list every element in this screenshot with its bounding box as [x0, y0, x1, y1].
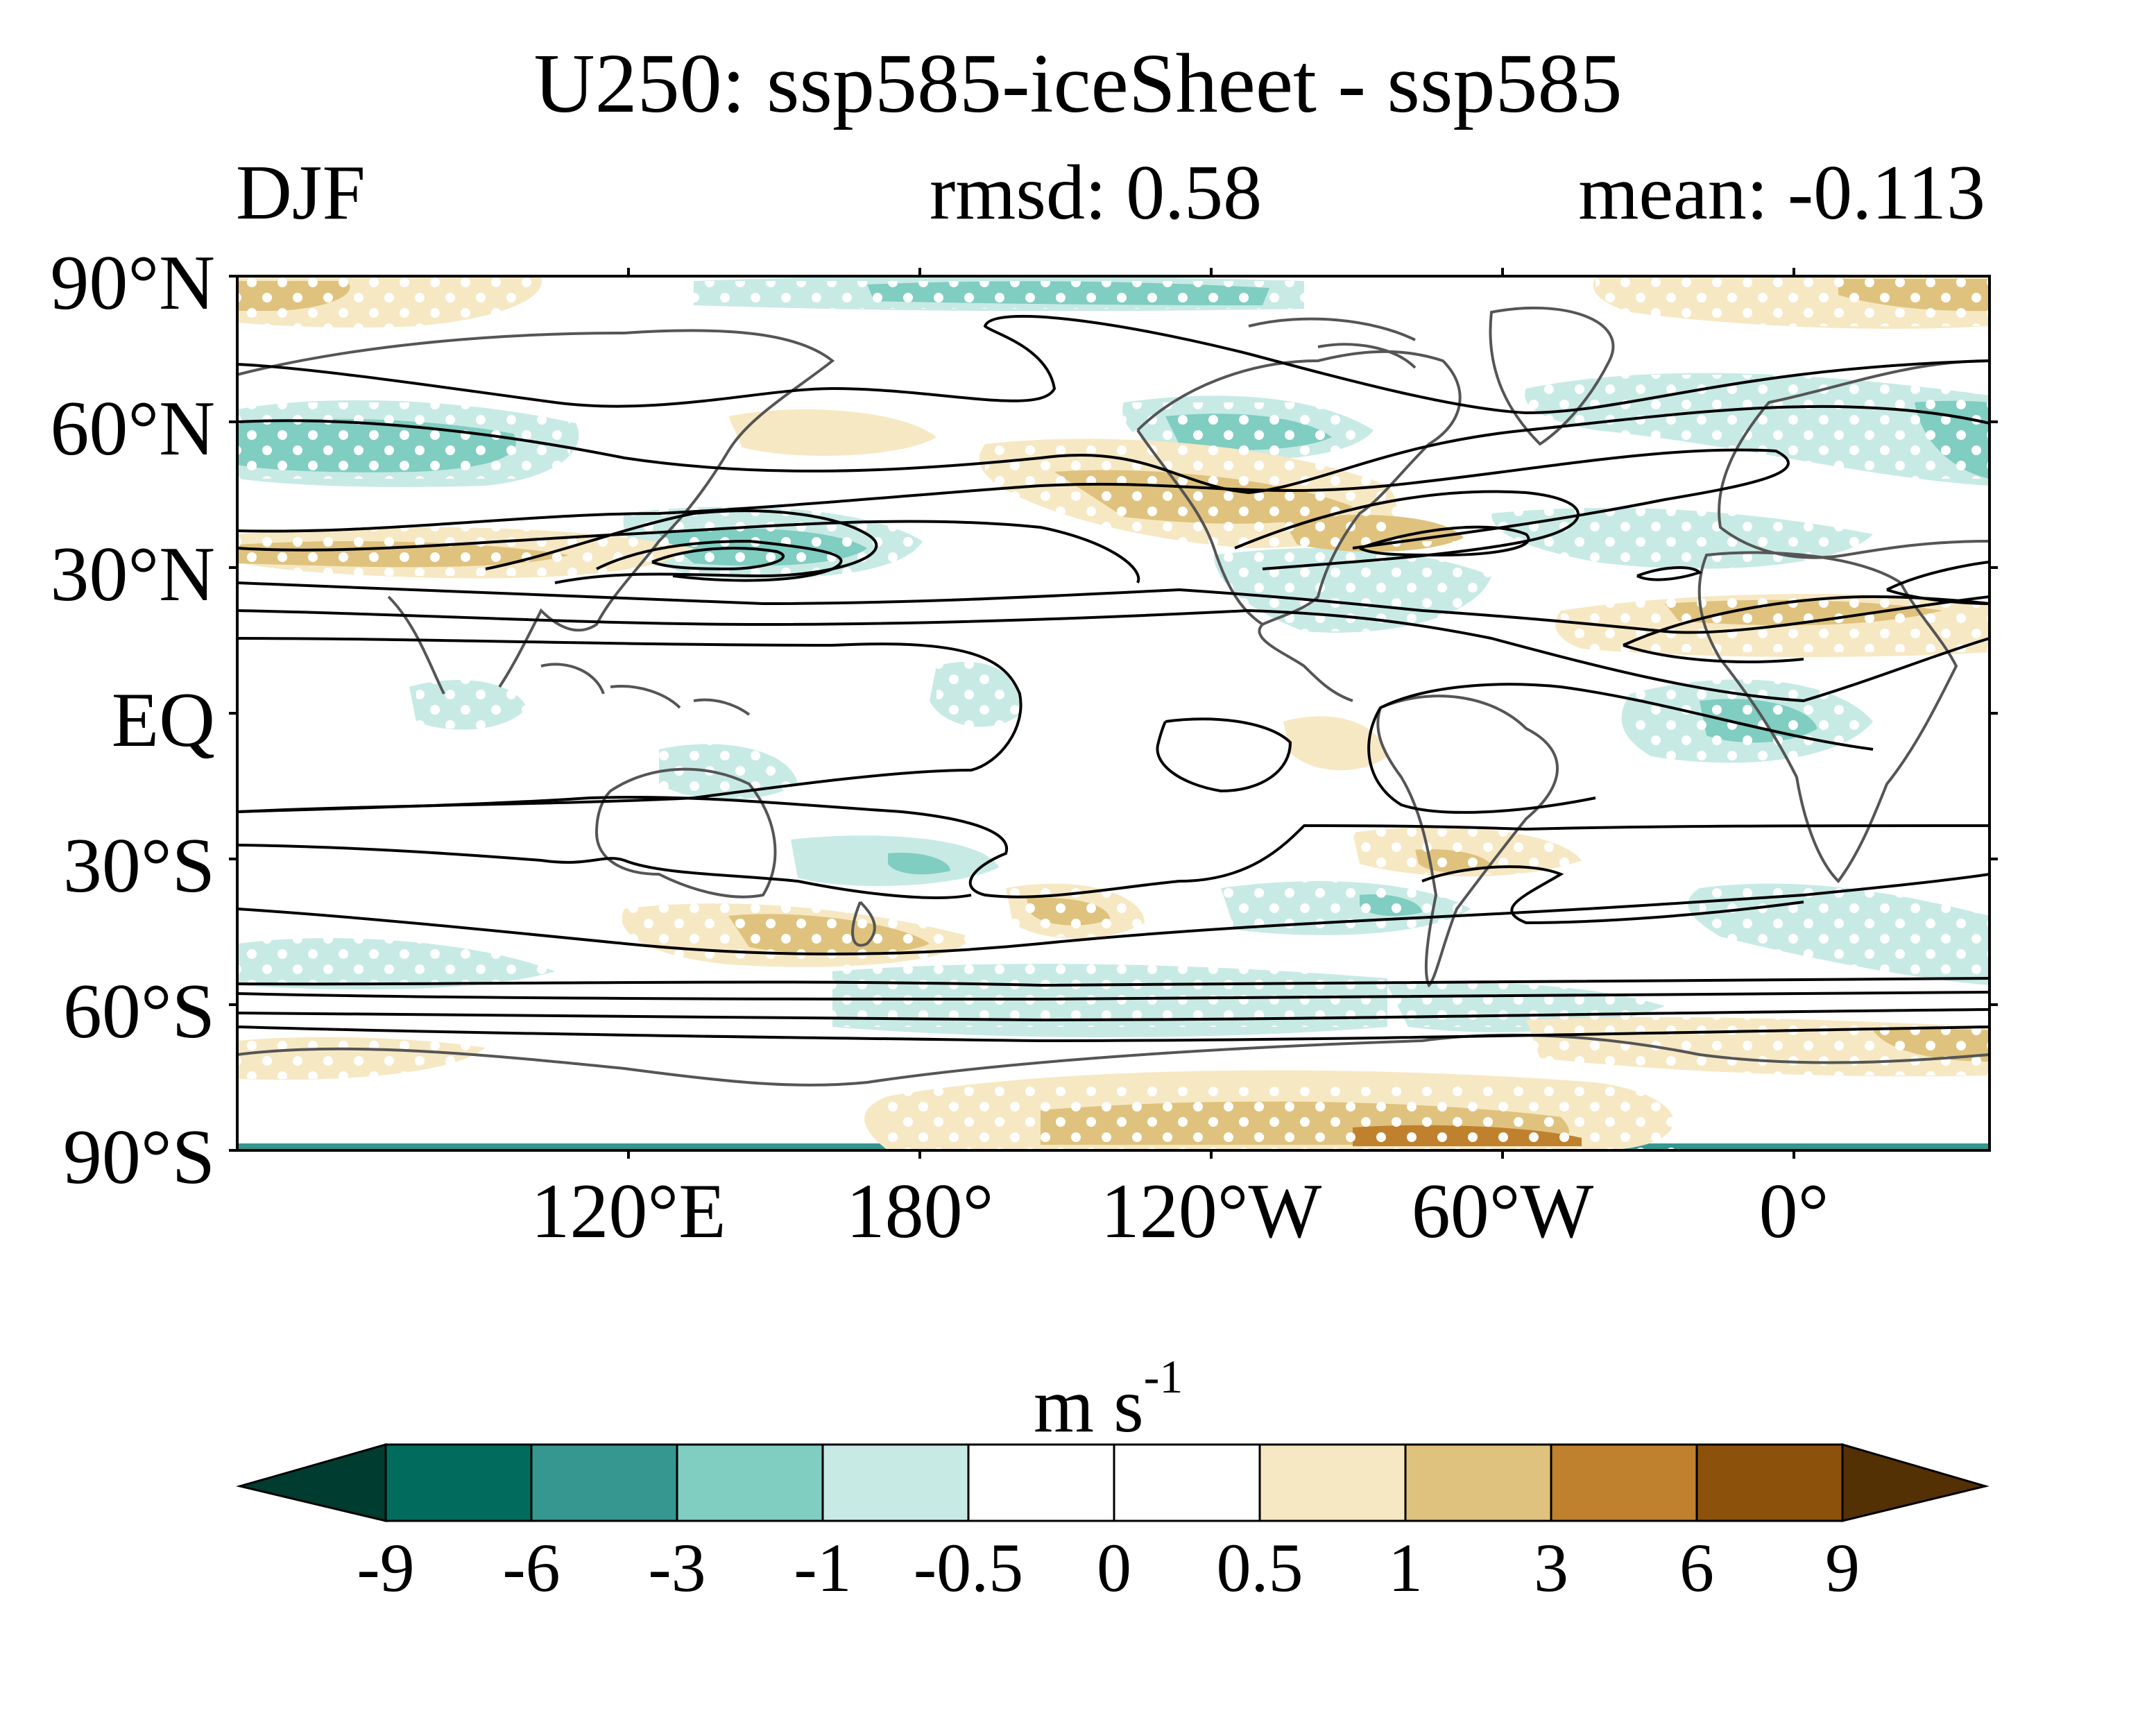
- lat-label-30s: 30°S: [62, 823, 215, 909]
- colorbar-label: -9: [357, 1529, 415, 1606]
- colorbar-segment: [1404, 1443, 1552, 1522]
- rmsd-label: rmsd: 0.58: [930, 150, 1263, 236]
- colorbar-segment: [1258, 1443, 1407, 1522]
- colorbar-label: -0.5: [913, 1529, 1024, 1606]
- colorbar-segment: [821, 1443, 970, 1522]
- colorbar-segment: [1695, 1443, 1844, 1522]
- lon-label-180: 180°: [846, 1168, 994, 1254]
- colorbar-arrow-high: [1841, 1443, 1990, 1522]
- map-title: U250: ssp585-iceSheet - ssp585: [533, 37, 1623, 130]
- lat-label-60s: 60°S: [62, 969, 215, 1055]
- colorbar-segment: [676, 1443, 824, 1522]
- mean-label: mean: -0.113: [1578, 150, 1985, 236]
- colorbar-segment: [1113, 1443, 1261, 1522]
- colorbar-label: 0: [1097, 1529, 1131, 1606]
- significance-stippling: [237, 276, 1990, 1150]
- colorbar-label: 9: [1825, 1529, 1860, 1606]
- colorbar-label: 1: [1388, 1529, 1423, 1606]
- lon-label-0: 0°: [1759, 1168, 1829, 1254]
- units-exponent: -1: [1143, 1350, 1183, 1403]
- climatology-contours: [237, 314, 1990, 1043]
- lat-label-60n: 60°N: [50, 386, 215, 472]
- lon-label-120w: 120°W: [1100, 1168, 1322, 1254]
- lat-label-90n: 90°N: [50, 240, 215, 326]
- lat-label-30n: 30°N: [50, 531, 215, 618]
- colorbar-label: 0.5: [1216, 1529, 1303, 1606]
- colorbar-label: -3: [648, 1529, 706, 1606]
- colorbar-segment: [384, 1443, 533, 1522]
- colorbar-segment: [530, 1443, 678, 1522]
- colorbar-segment: [967, 1443, 1115, 1522]
- colorbar-arrow-low: [236, 1443, 387, 1522]
- season-label: DJF: [236, 150, 366, 236]
- map-frame: [229, 268, 1998, 1159]
- map-panel: [237, 276, 1990, 1150]
- units-base: m s: [1034, 1363, 1144, 1449]
- colorbar-units: m s-1: [1034, 1353, 1183, 1445]
- colorbar-label: -6: [502, 1529, 561, 1606]
- colorbar: [236, 1443, 1990, 1522]
- coastlines: [237, 306, 1990, 1087]
- colorbar-label: 3: [1534, 1529, 1568, 1606]
- lon-label-60w: 60°W: [1411, 1168, 1594, 1254]
- lon-label-120e: 120°E: [531, 1168, 726, 1254]
- colorbar-label: 6: [1679, 1529, 1714, 1606]
- lat-label-eq: EQ: [111, 677, 215, 763]
- colorbar-segment: [1550, 1443, 1698, 1522]
- lat-label-90s: 90°S: [62, 1114, 215, 1200]
- colorbar-label: -1: [794, 1529, 852, 1606]
